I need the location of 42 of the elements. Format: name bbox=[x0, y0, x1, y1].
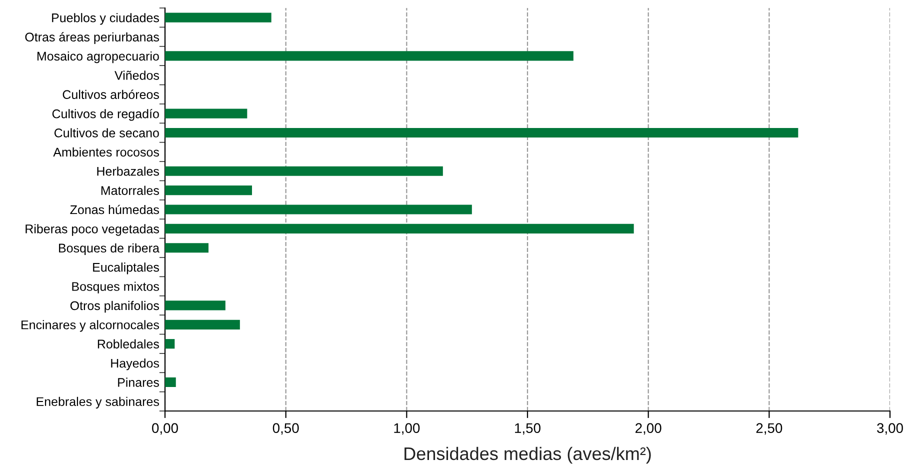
x-tick-label: 0,50 bbox=[272, 423, 299, 435]
y-tick-label: Bosques mixtos bbox=[72, 282, 159, 294]
bar bbox=[165, 224, 634, 234]
y-tick-label: Otros planifolios bbox=[70, 300, 159, 313]
y-tick-label: Viñedos bbox=[114, 70, 159, 80]
x-tick-label: 0,00 bbox=[152, 423, 178, 435]
bar bbox=[165, 204, 472, 214]
y-tick-label: Otras áreas periurbanas bbox=[25, 32, 160, 44]
x-tick-label: 3,00 bbox=[877, 423, 903, 435]
y-tick-label: Enebrales y sabinares bbox=[36, 396, 159, 409]
y-tick-label: Cultivos arbóreos bbox=[62, 90, 159, 100]
y-tick-label: Pueblos y ciudades bbox=[52, 13, 159, 25]
x-tick-label: 1,50 bbox=[515, 423, 540, 435]
y-tick-label: Robledales bbox=[98, 339, 159, 348]
y-tick-label: Mosaico agropecuario bbox=[37, 51, 159, 64]
bar bbox=[165, 243, 208, 253]
y-tick-label: Herbazales bbox=[97, 166, 159, 176]
y-tick-label: Pinares bbox=[118, 378, 159, 387]
y-tick-label: Bosques de ribera bbox=[59, 243, 160, 256]
x-tick-label: 1,00 bbox=[394, 423, 420, 435]
y-tick-label: Cultivos de regadío bbox=[52, 108, 159, 121]
bar bbox=[165, 300, 226, 310]
bar bbox=[165, 51, 574, 61]
y-tick-label: Ambientes rocosos bbox=[53, 147, 159, 157]
y-tick-label: Matorrales bbox=[101, 186, 159, 195]
bar bbox=[165, 186, 252, 196]
bar bbox=[165, 108, 248, 118]
y-tick-label: Encinares y alcornocales bbox=[22, 320, 159, 332]
y-tick-label: Riberas poco vegetadas bbox=[26, 224, 160, 236]
y-tick-label: Zonas húmedas bbox=[70, 204, 159, 214]
x-tick-label: 2,50 bbox=[756, 423, 782, 435]
x-axis-title: Densidades medias (aves/km²) bbox=[404, 446, 651, 464]
bar bbox=[165, 320, 240, 330]
y-tick-label: Eucaliptales bbox=[93, 262, 159, 274]
y-tick-label: Hayedos bbox=[111, 358, 159, 370]
bar bbox=[165, 339, 175, 349]
bar bbox=[165, 377, 176, 388]
bar bbox=[165, 12, 272, 22]
x-tick-label: 2,00 bbox=[636, 423, 662, 435]
bar bbox=[165, 166, 443, 176]
y-tick-label: Cultivos de secano bbox=[54, 128, 159, 138]
bar bbox=[165, 128, 798, 138]
